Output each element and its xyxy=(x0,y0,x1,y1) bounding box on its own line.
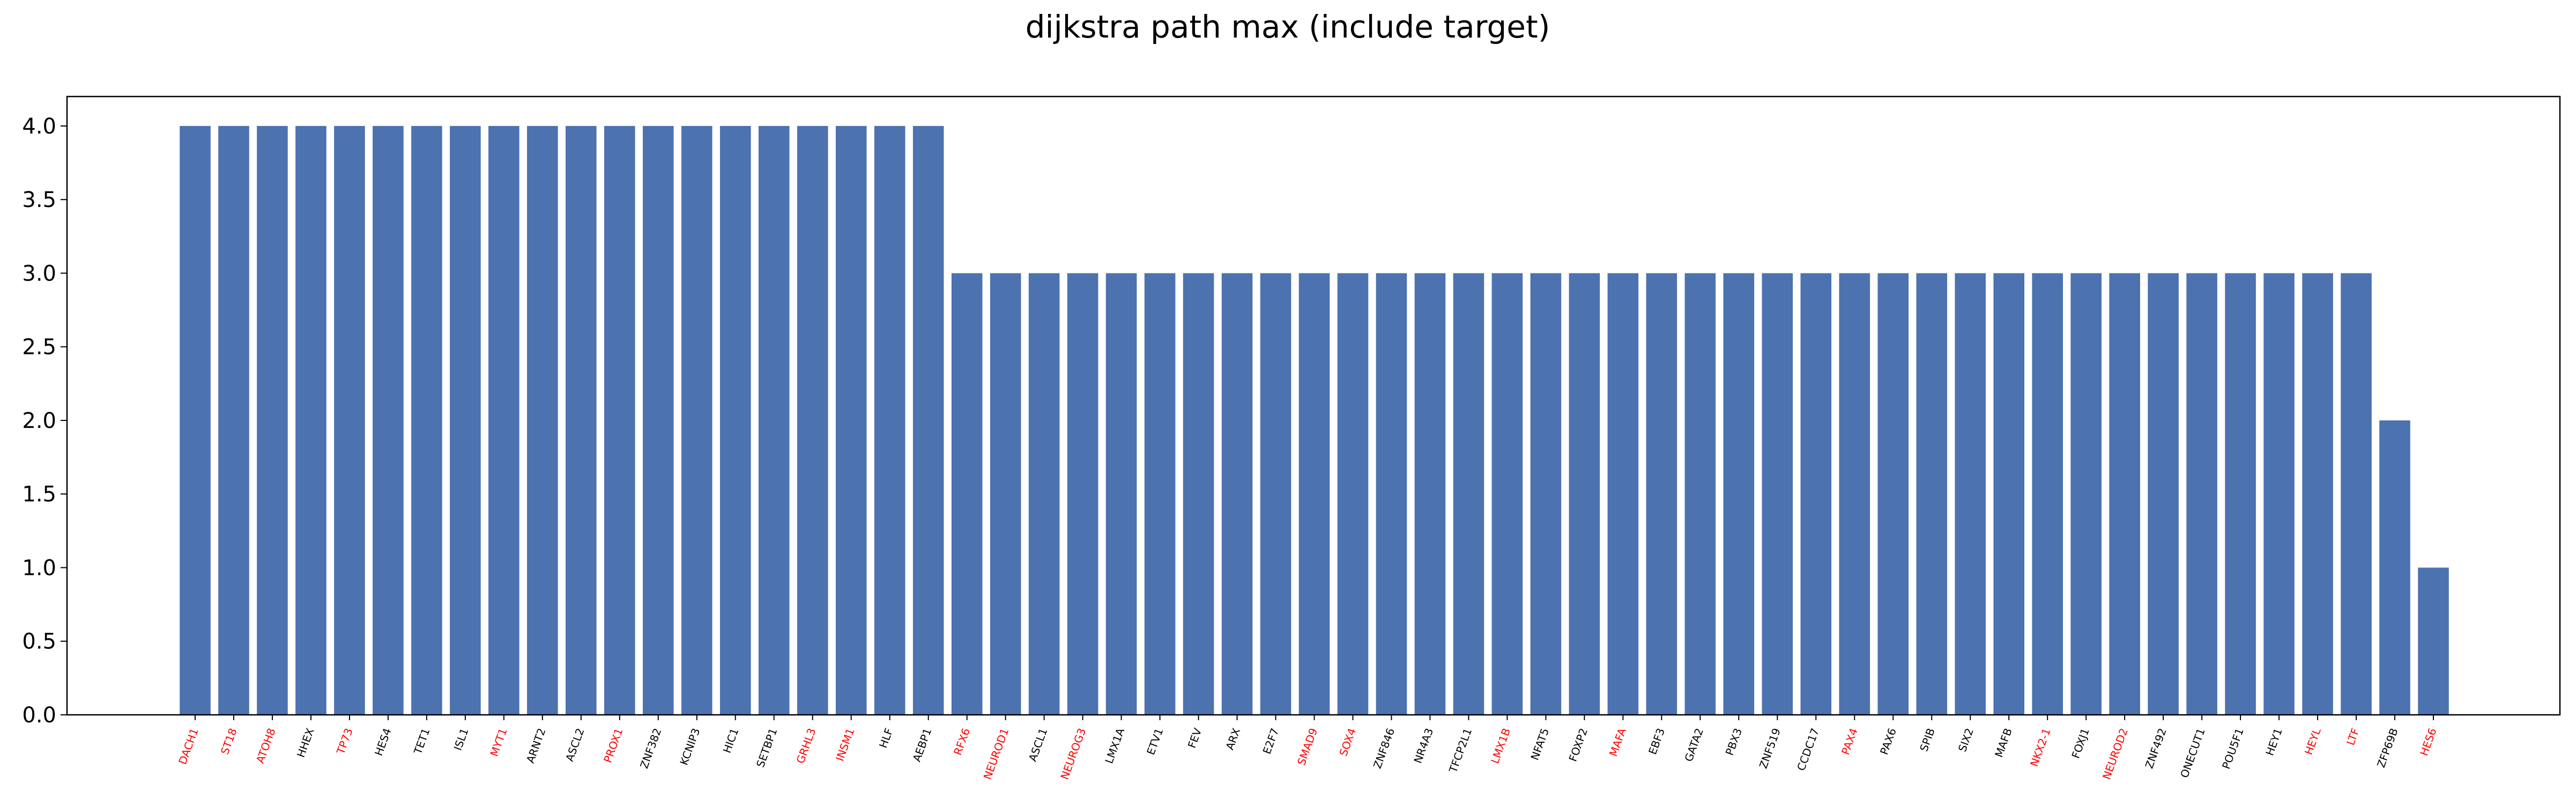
bar-hhex xyxy=(295,125,326,715)
bar-dach1 xyxy=(180,125,211,715)
bar-znf492 xyxy=(2148,273,2179,715)
bar-e2f7 xyxy=(1260,273,1291,715)
plot-frame xyxy=(66,95,2561,716)
bar-hes6 xyxy=(2418,567,2449,715)
bar-six2 xyxy=(1955,273,1986,715)
bar-pbx3 xyxy=(1723,273,1755,715)
bar-nfat5 xyxy=(1530,273,1562,715)
bar-arnt2 xyxy=(527,125,558,715)
bar-ascl1 xyxy=(1028,273,1060,715)
bar-setbp1 xyxy=(758,125,790,715)
y-tick-label: 2.5 xyxy=(22,335,56,360)
bar-pax6 xyxy=(1877,273,1909,715)
y-axis: 0.0 0.5 1.0 1.5 2.0 2.5 3.0 3.5 4.0 xyxy=(22,114,67,728)
bar-prox1 xyxy=(604,125,635,715)
bar-tet1 xyxy=(411,125,442,715)
bar-zfp69b xyxy=(2379,420,2410,715)
bar-smad9 xyxy=(1298,273,1330,715)
bar-heyl xyxy=(2302,273,2333,715)
bar-kcnip3 xyxy=(681,125,712,715)
bar-rfx6 xyxy=(951,273,983,715)
bar-pou5f1 xyxy=(2225,273,2256,715)
bars-layer xyxy=(180,125,2449,715)
bar-aebp1 xyxy=(912,125,944,715)
bar-neurog3 xyxy=(1067,273,1098,715)
y-tick-label: 1.0 xyxy=(22,556,56,580)
bar-ccdc17 xyxy=(1800,273,1832,715)
bar-ltf xyxy=(2341,273,2372,715)
bar-arx xyxy=(1221,273,1253,715)
bar-insm1 xyxy=(835,125,867,715)
bar-lmx1b xyxy=(1491,273,1523,715)
bar-myt1 xyxy=(488,125,519,715)
bar-neurod1 xyxy=(990,273,1021,715)
y-tick-label: 2.0 xyxy=(22,409,56,433)
bar-etv1 xyxy=(1144,273,1176,715)
bar-hey1 xyxy=(2263,273,2295,715)
bar-hlf xyxy=(874,125,905,715)
y-tick-label: 0.0 xyxy=(22,703,56,728)
y-tick-label: 0.5 xyxy=(22,630,56,654)
bar-lmx1a xyxy=(1105,273,1137,715)
bar-nkx2-1 xyxy=(2032,273,2063,715)
bar-tp73 xyxy=(334,125,365,715)
y-tick-label: 3.5 xyxy=(22,188,56,212)
y-tick-label: 1.5 xyxy=(22,482,56,507)
y-tick-label: 4.0 xyxy=(22,114,56,139)
bar-gata2 xyxy=(1684,273,1716,715)
bar-znf519 xyxy=(1762,273,1793,715)
bar-st18 xyxy=(218,125,249,715)
chart-title: dijkstra path max (include target) xyxy=(1026,9,1550,45)
bar-tfcp2l1 xyxy=(1453,273,1484,715)
bar-ascl2 xyxy=(566,125,597,715)
bar-hes4 xyxy=(373,125,404,715)
bar-isl1 xyxy=(450,125,481,715)
bar-onecut1 xyxy=(2186,273,2217,715)
y-tick-label: 3.0 xyxy=(22,261,56,286)
bar-spib xyxy=(1916,273,1948,715)
bar-sox4 xyxy=(1337,273,1369,715)
bar-hic1 xyxy=(719,125,751,715)
bar-fev xyxy=(1183,273,1214,715)
bar-grhl3 xyxy=(797,125,828,715)
bar-foxj1 xyxy=(2070,273,2102,715)
bar-znf846 xyxy=(1376,273,1407,715)
bar-nr4a3 xyxy=(1414,273,1446,715)
bar-atoh8 xyxy=(257,125,288,715)
bar-mafa xyxy=(1607,273,1639,715)
bar-foxp2 xyxy=(1569,273,1600,715)
bar-neurod2 xyxy=(2109,273,2140,715)
bar-mafb xyxy=(1993,273,2024,715)
bar-pax4 xyxy=(1839,273,1870,715)
bar-znf382 xyxy=(643,125,674,715)
bar-ebf3 xyxy=(1646,273,1677,715)
